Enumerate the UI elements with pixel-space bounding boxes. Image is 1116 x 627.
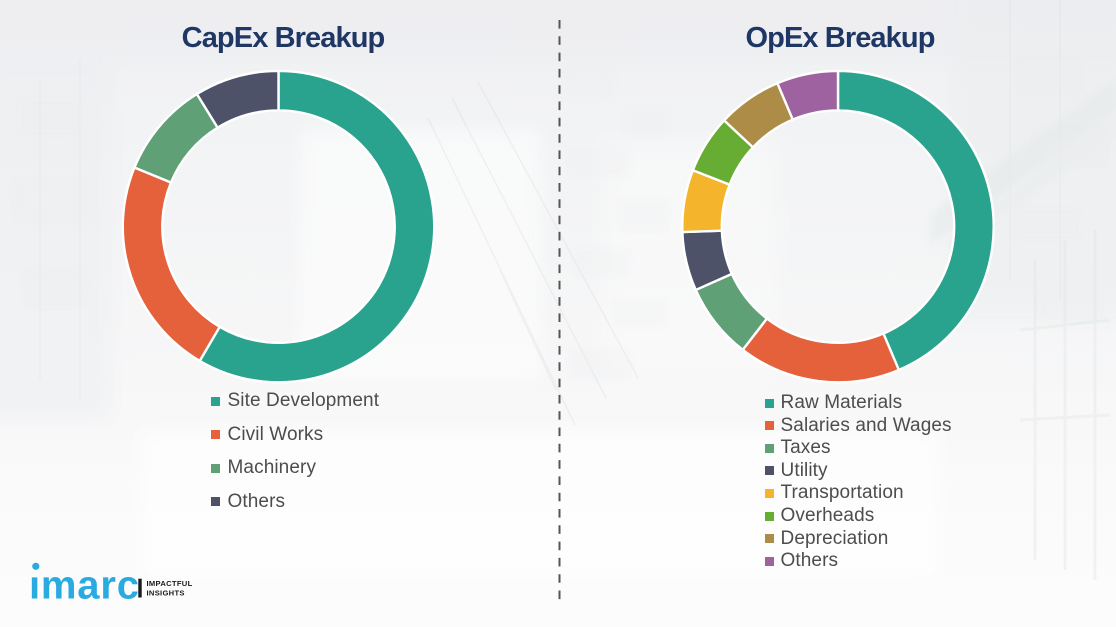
svg-text:INSIGHTS: INSIGHTS	[147, 588, 185, 597]
svg-text:ımarc: ımarc	[29, 564, 140, 608]
svg-text:IMPACTFUL: IMPACTFUL	[147, 579, 193, 588]
